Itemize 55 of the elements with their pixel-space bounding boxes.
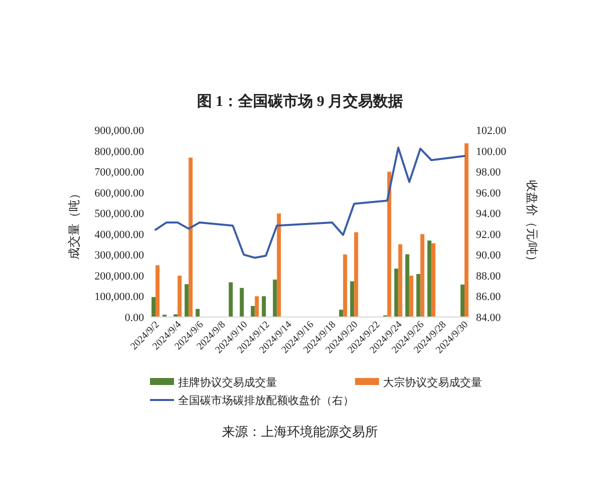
bar	[431, 243, 436, 317]
y-tick-label: 800,000.00	[94, 146, 144, 158]
y-tick-label: 600,000.00	[94, 187, 144, 200]
y2-tick-label: 88.00	[476, 270, 502, 282]
bar	[394, 268, 398, 317]
bar	[427, 240, 432, 317]
y2-tick-label: 102.00	[476, 125, 507, 137]
bar	[276, 214, 281, 317]
y2-tick-label: 92.00	[476, 228, 502, 241]
legend-label: 大宗协议交易成交量	[383, 376, 482, 389]
bar	[156, 265, 160, 317]
bar	[254, 296, 259, 317]
y-tick-label: 300,000.00	[94, 250, 144, 262]
bar	[184, 284, 189, 317]
bar	[405, 254, 410, 317]
y-tick-label: 500,000.00	[94, 208, 144, 220]
y-tick-label: 0.00	[124, 312, 144, 324]
legend-label: 挂牌协议交易成交量	[178, 376, 277, 389]
y-tick-label: 700,000.00	[94, 166, 144, 179]
bar	[354, 232, 358, 317]
chart-title: 图 1：全国碳市场 9 月交易数据	[196, 92, 404, 110]
source-note: 来源：上海环境能源交易所	[222, 424, 378, 439]
bar	[196, 308, 200, 317]
y2-tick-label: 100.00	[476, 146, 507, 158]
bar	[272, 280, 277, 317]
y2-tick-label: 98.00	[476, 166, 502, 179]
y-tick-label: 100,000.00	[94, 291, 144, 304]
bar	[262, 296, 266, 317]
legend-label: 全国碳市场碳排放配额收盘价（右）	[178, 394, 354, 407]
bar	[178, 276, 182, 317]
bar	[240, 288, 244, 317]
bar	[464, 143, 468, 317]
y-tick-label: 200,000.00	[94, 270, 144, 282]
bar	[339, 310, 344, 317]
y2-tick-label: 84.00	[476, 312, 502, 324]
y2-axis-title: 收盘价（元/吨）	[525, 180, 539, 268]
bar	[343, 254, 348, 317]
bar	[420, 234, 424, 317]
bar	[228, 282, 233, 317]
bar	[188, 158, 193, 317]
bar	[398, 244, 402, 317]
y-axis-title: 成交量（吨）	[67, 188, 81, 260]
y2-tick-label: 86.00	[476, 291, 502, 304]
y2-tick-label: 90.00	[476, 250, 502, 262]
y2-tick-label: 94.00	[476, 208, 502, 220]
bar	[416, 274, 420, 317]
y2-tick-label: 96.00	[476, 187, 502, 200]
y-tick-label: 400,000.00	[94, 228, 144, 241]
y-tick-label: 900,000.00	[94, 125, 144, 137]
bar	[152, 297, 156, 317]
bar	[250, 306, 255, 317]
bar	[460, 284, 464, 317]
bar	[387, 172, 392, 317]
bar	[350, 281, 354, 317]
bar	[409, 276, 414, 317]
